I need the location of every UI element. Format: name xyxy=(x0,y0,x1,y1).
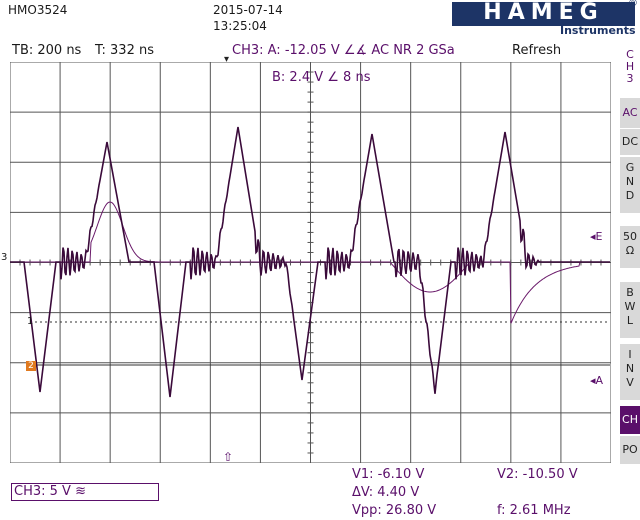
side-menu-dc[interactable]: DC xyxy=(620,129,640,156)
device-model: HMO3524 xyxy=(8,3,67,17)
top-trigger-marker: ▾ xyxy=(224,54,229,65)
channel-3-ground-marker: 3 xyxy=(1,252,7,263)
side-menu-ch[interactable]: CH xyxy=(620,406,640,435)
capture-date: 2015-07-14 xyxy=(213,3,283,17)
cursor-1-marker: 1 xyxy=(27,316,33,327)
registered-mark: ® xyxy=(628,0,638,9)
timebase-readout: TB: 200 ns xyxy=(12,43,81,58)
marker-a: ◂A xyxy=(590,374,603,387)
cursor-delta-v: ΔV: 4.40 V xyxy=(352,485,419,500)
oscilloscope-screen xyxy=(10,62,611,463)
side-menu-bwl[interactable]: B W L xyxy=(620,282,640,339)
side-menu-50ohm[interactable]: 50 Ω xyxy=(620,226,640,269)
cursor-v1: V1: -6.10 V xyxy=(352,467,424,482)
b-trigger-readout: B: 2.4 V ∠ 8 ns xyxy=(272,70,370,85)
side-menu-gnd[interactable]: G N D xyxy=(620,157,640,214)
trigger-time-readout: T: 332 ns xyxy=(95,43,154,58)
measure-vpp: Vpp: 26.80 V xyxy=(352,503,436,518)
side-menu-ch3-header: C H 3 xyxy=(620,46,640,93)
brand-logo-text: HAMEG xyxy=(452,0,635,24)
pretrigger-arrow: ⇧ xyxy=(223,450,233,464)
channel-setting: CH3: 5 V ≋ xyxy=(14,484,86,499)
brand-subtitle: Instruments xyxy=(560,24,636,37)
channel-trigger-readout: CH3: A: -12.05 V ∠∡ AC NR 2 GSa xyxy=(232,43,455,58)
side-menu-po[interactable]: PO xyxy=(620,436,640,465)
side-menu-inv[interactable]: I N V xyxy=(620,344,640,401)
capture-time: 13:25:04 xyxy=(213,19,267,33)
cursor-2-marker[interactable]: 2 xyxy=(26,361,36,371)
side-menu-ac[interactable]: AC xyxy=(620,98,640,129)
cursor-v2: V2: -10.50 V xyxy=(497,467,578,482)
measure-frequency: f: 2.61 MHz xyxy=(497,503,571,518)
acquire-mode: Refresh xyxy=(512,43,561,58)
marker-e: ◂E xyxy=(590,230,602,243)
